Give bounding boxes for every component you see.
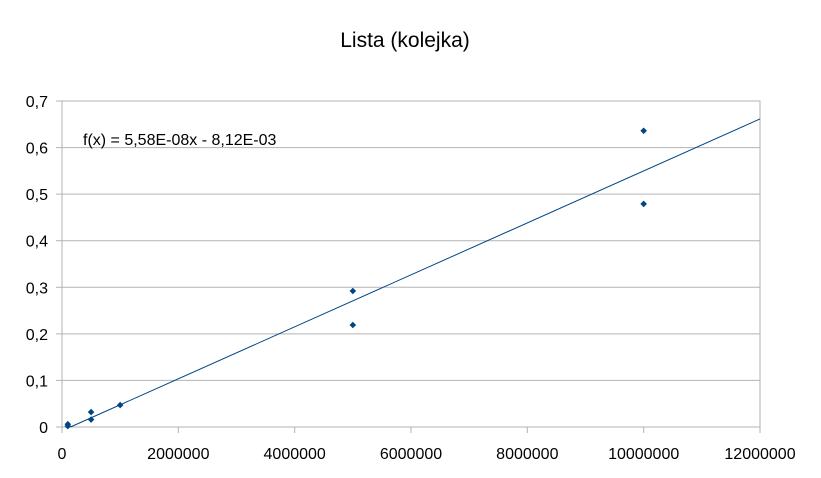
y-tick-label: 0 [39,420,48,437]
x-tick-label: 4000000 [264,446,326,463]
y-tick-label: 0,3 [26,280,48,297]
x-tick-label: 0 [58,446,67,463]
data-point [640,127,647,135]
plot-area [61,100,761,428]
x-tick-label: 12000000 [724,446,795,463]
data-point [87,408,95,416]
x-axis: 0 2000000 4000000 6000000 8000000 10000000 120… [58,427,796,463]
x-tick-label: 10000000 [608,446,679,463]
y-tick-label: 0,7 [26,94,48,111]
y-tick-label: 0,2 [26,327,48,344]
data-point [64,420,72,428]
x-tick-label: 6000000 [380,446,442,463]
grid [62,100,760,428]
y-tick-label: 0,5 [26,187,48,204]
y-axis: 0 0,1 0,2 0,3 0,4 0,5 0,6 0,7 [26,94,62,437]
data-point [349,287,357,295]
y-tick-label: 0,4 [26,234,48,251]
x-tick-label: 8000000 [496,446,558,463]
data-point [640,200,647,208]
trendline [70,118,761,428]
y-tick-label: 0,1 [26,373,48,390]
data-point [87,416,95,423]
data-points [64,127,647,430]
y-tick-label: 0,6 [26,141,48,158]
x-tick-label: 2000000 [147,446,209,463]
chart-title: Lista (kolejka) [340,29,470,52]
trendline-equation: f(x) = 5,58E-08x - 8,12E-03 [83,132,277,149]
data-point [116,401,124,409]
data-point [349,321,357,329]
